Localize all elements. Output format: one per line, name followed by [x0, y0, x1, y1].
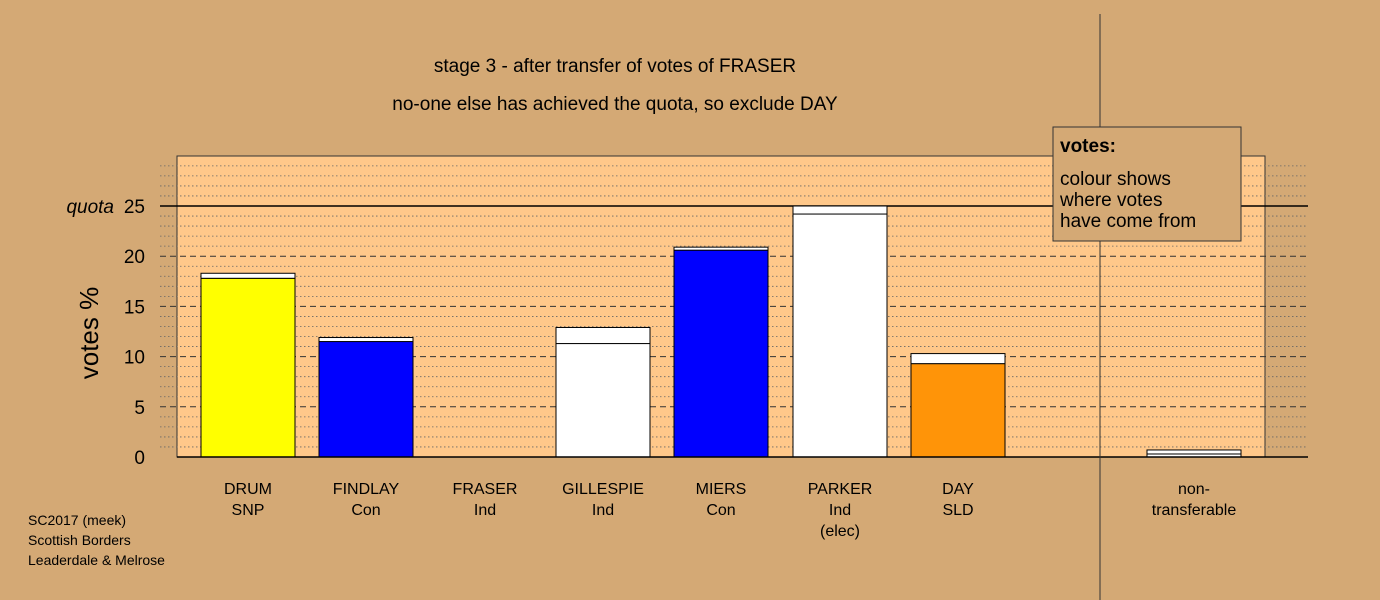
candidate-label-gillespie-2: Ind	[592, 502, 614, 519]
bar-drum-segment	[200, 272, 296, 279]
candidate-label-day-1: DAY	[942, 481, 974, 498]
quota-label: quota	[66, 197, 114, 218]
bar-gillespie-segment	[555, 326, 651, 345]
chart-subtitle: no-one else has achieved the quota, so e…	[392, 94, 838, 115]
y-tick-label: 15	[124, 297, 145, 318]
legend-box	[1052, 126, 1242, 242]
y-tick-label: 5	[134, 398, 145, 419]
candidate-label-findlay-1: FINDLAY	[333, 481, 400, 498]
footer-line-1: SC2017 (meek)	[28, 512, 126, 528]
nontransferable-label-1: non-	[1178, 481, 1210, 498]
chart-title: stage 3 - after transfer of votes of FRA…	[434, 56, 796, 77]
candidate-label-parker-1: PARKER	[808, 481, 873, 498]
candidate-label-gillespie-1: GILLESPIE	[562, 481, 644, 498]
y-axis-label: votes %	[74, 287, 104, 380]
candidate-label-fraser-1: FRASER	[453, 481, 518, 498]
candidate-label-findlay-2: Con	[351, 502, 380, 519]
bar-parker-segment	[792, 205, 888, 215]
legend: votes: colour shows where votes have com…	[1052, 126, 1242, 242]
bar-findlay-segment	[318, 341, 414, 458]
bar-gillespie-segment	[555, 343, 651, 458]
bar-nontransferable-segment	[1146, 449, 1242, 455]
footer-line-3: Leaderdale & Melrose	[28, 552, 165, 568]
bar-miers-segment	[673, 249, 769, 458]
y-tick-label: 25	[124, 197, 145, 218]
nontransferable-label-2: transferable	[1152, 502, 1237, 519]
candidate-label-miers-2: Con	[706, 502, 735, 519]
y-tick-label: 10	[124, 348, 145, 369]
footer: SC2017 (meek) Scottish Borders Leaderdal…	[28, 512, 165, 568]
legend-title: votes:	[1060, 136, 1116, 157]
legend-line-3: have come from	[1060, 211, 1196, 232]
bar-findlay-segment	[318, 337, 414, 343]
y-tick-label: 0	[134, 448, 145, 469]
bar-day-segment	[910, 363, 1006, 458]
bar-parker-segment	[792, 213, 888, 458]
candidate-label-parker-2: Ind	[829, 502, 851, 519]
legend-line-2: where votes	[1059, 190, 1162, 211]
y-tick-label: 20	[124, 247, 145, 268]
bar-drum-segment	[200, 277, 296, 458]
candidate-label-parker-3: (elec)	[820, 523, 860, 540]
candidate-label-drum-2: SNP	[232, 502, 265, 519]
candidate-label-fraser-2: Ind	[474, 502, 496, 519]
footer-line-2: Scottish Borders	[28, 532, 131, 548]
legend-line-1: colour shows	[1060, 169, 1171, 190]
bar-miers-segment	[673, 246, 769, 251]
candidate-label-drum-1: DRUM	[224, 481, 272, 498]
candidate-label-miers-1: MIERS	[696, 481, 747, 498]
bar-day-segment	[910, 353, 1006, 365]
candidate-label-day-2: SLD	[942, 502, 973, 519]
